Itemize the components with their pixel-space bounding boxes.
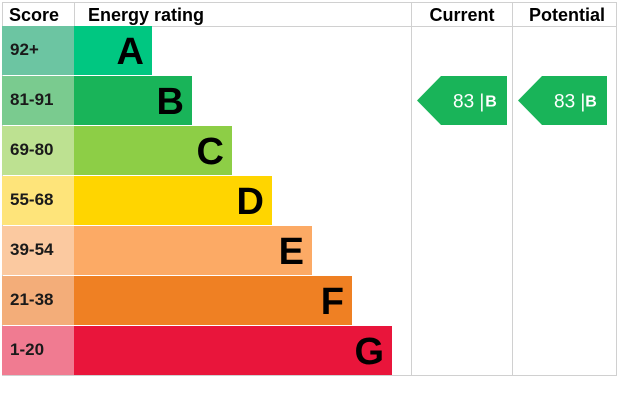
potential-rating-arrow: 83 | B	[518, 76, 607, 125]
score-label-d: 55-68	[10, 190, 53, 209]
band-letter-e: E	[279, 231, 304, 273]
current-header: Current	[429, 5, 494, 25]
potential-rating-arrow-band: B	[585, 94, 597, 111]
score-label-c: 69-80	[10, 140, 53, 159]
score-cell-c	[2, 126, 74, 175]
score-label-a: 92+	[10, 40, 39, 59]
current-rating-arrow-value: 83 |	[453, 92, 484, 113]
band-letter-d: D	[237, 181, 264, 223]
current-rating-arrow-shape	[417, 76, 507, 125]
band-bar-c	[74, 126, 232, 175]
band-bar-e	[74, 226, 312, 275]
band-letter-g: G	[354, 331, 384, 373]
band-letter-c: C	[197, 131, 224, 173]
score-header: Score	[9, 5, 59, 25]
score-cell-d	[2, 176, 74, 225]
band-letter-a: A	[117, 31, 144, 73]
score-cell-g	[2, 326, 74, 375]
score-cell-a	[2, 26, 74, 75]
score-label-g: 1-20	[10, 340, 44, 359]
score-cell-e	[2, 226, 74, 275]
energy-rating-header: Energy rating	[88, 5, 204, 25]
band-bar-b	[74, 76, 192, 125]
score-label-e: 39-54	[10, 240, 54, 259]
band-bar-f	[74, 276, 352, 325]
band-bar-a	[74, 26, 152, 75]
current-rating-arrow: 83 | B	[417, 76, 507, 125]
band-letter-b: B	[157, 81, 184, 123]
band-letter-f: F	[321, 281, 344, 323]
band-bar-g	[74, 326, 392, 375]
potential-rating-arrow-value: 83 |	[554, 92, 585, 113]
band-bar-d	[74, 176, 272, 225]
score-cell-f	[2, 276, 74, 325]
score-label-f: 21-38	[10, 290, 53, 309]
score-cell-b	[2, 76, 74, 125]
rating-bands: 92+ A 81-91 B 69-80 C 55-68 D 39-54 E 21-38 F 1-20 G	[2, 26, 392, 375]
potential-rating-arrow-shape	[518, 76, 607, 125]
current-rating-arrow-band: B	[485, 94, 497, 111]
rating-arrows: 83 | B 83 | B	[417, 76, 607, 125]
score-label-b: 81-91	[10, 90, 53, 109]
potential-header: Potential	[529, 5, 605, 25]
